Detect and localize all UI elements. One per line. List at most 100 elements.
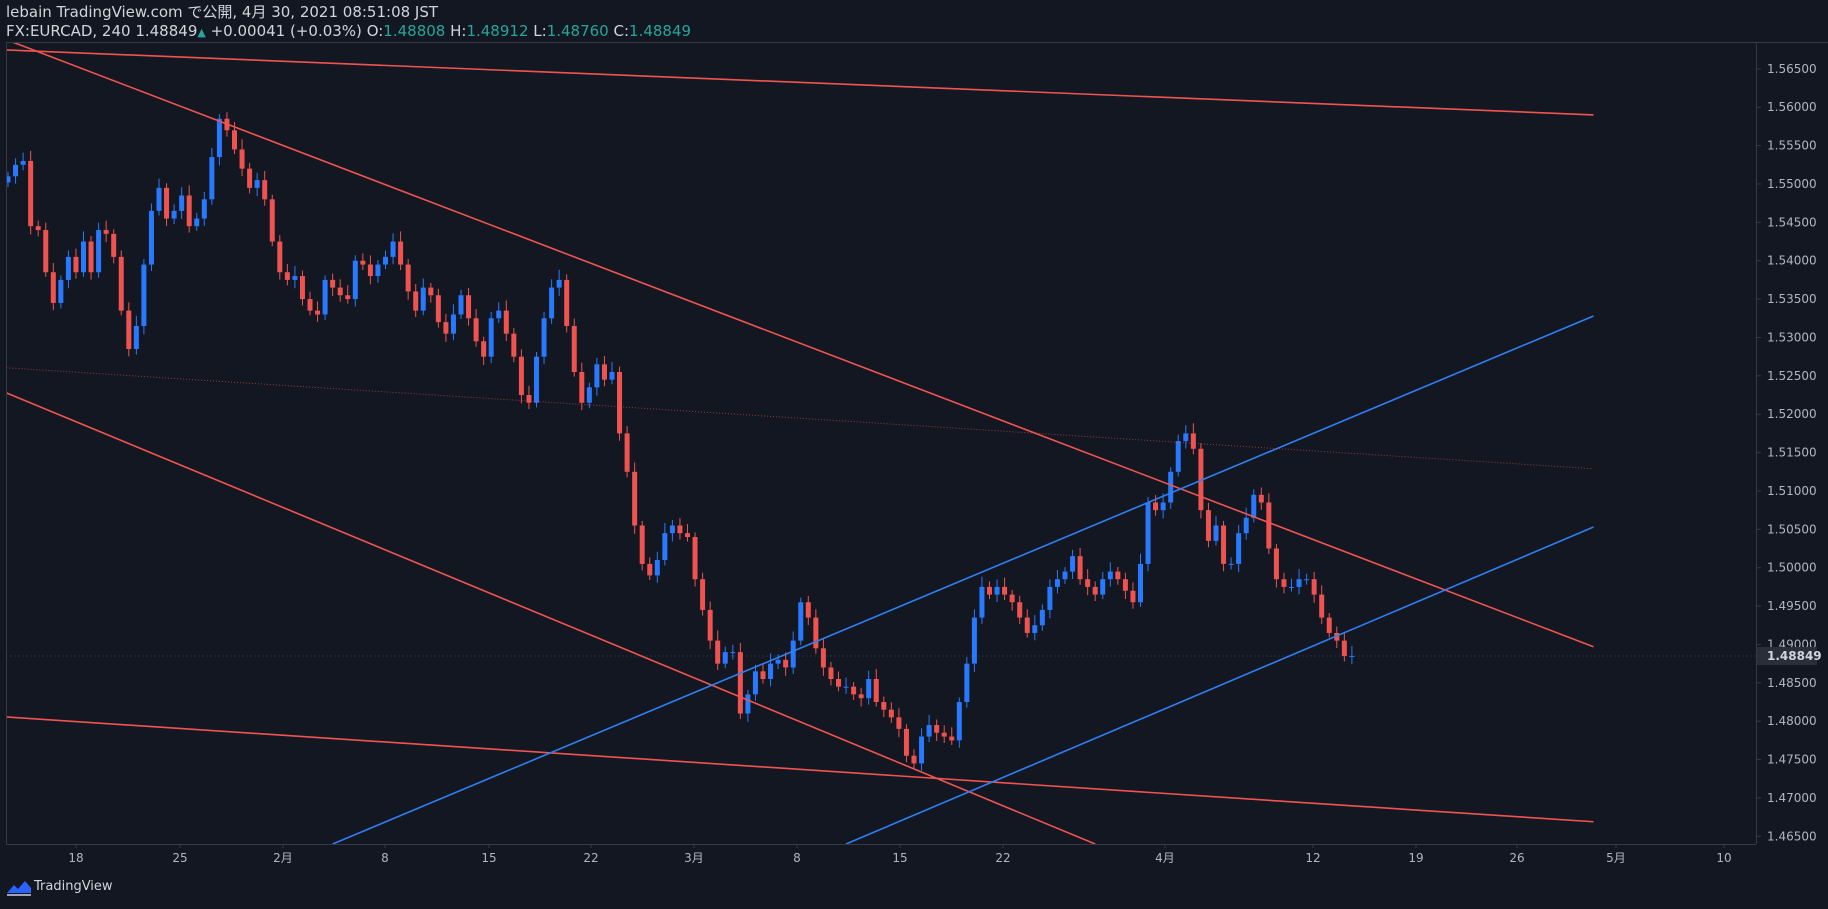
candle-body (164, 187, 170, 219)
candle-body (1107, 571, 1113, 580)
red-trendline (10, 42, 1594, 648)
candle (322, 275, 328, 320)
candle-body (639, 525, 645, 564)
candle-body (1024, 617, 1030, 633)
candle-body (284, 272, 290, 280)
candle-body (65, 256, 71, 280)
candle-body (352, 260, 358, 300)
candle-body (1062, 571, 1068, 580)
candle (1062, 566, 1068, 584)
candle-body (745, 694, 751, 714)
candle-body (813, 617, 819, 649)
candle-body (466, 295, 472, 319)
candle (1236, 524, 1242, 573)
candle-body (919, 736, 925, 764)
candle (1175, 434, 1181, 477)
candle-body (111, 233, 117, 257)
candle-body (1130, 590, 1136, 603)
candle-body (1115, 571, 1121, 580)
candle-body (1032, 625, 1038, 633)
symbol-label[interactable]: FX:EURCAD, 240 (6, 22, 131, 40)
candle (1281, 572, 1287, 594)
candle-body (1326, 617, 1332, 633)
candle (903, 724, 909, 763)
candle-body (473, 318, 479, 342)
candle-body (654, 560, 660, 576)
candle (148, 203, 154, 272)
candle (722, 646, 728, 669)
open-label: O: (366, 22, 384, 40)
candle-body (843, 686, 849, 688)
candle-body (1289, 586, 1294, 588)
candle (805, 595, 811, 625)
candle-body (383, 256, 388, 265)
candle-body (118, 256, 124, 311)
candle (911, 749, 917, 769)
candle-body (994, 586, 1000, 595)
candle-body (1228, 563, 1234, 565)
candle (579, 362, 585, 411)
last-price-label: 1.48849 (1767, 649, 1822, 663)
candle-body (322, 279, 328, 315)
candle (594, 357, 600, 396)
candle (1160, 493, 1166, 519)
candle-body (43, 230, 49, 273)
candle (209, 147, 215, 205)
candle (1296, 569, 1302, 595)
candle-body (1039, 609, 1045, 626)
price-tick-label: 1.56500 (1767, 62, 1817, 76)
candle (1024, 609, 1030, 638)
candle-body (866, 678, 872, 699)
price-tick-label: 1.48500 (1767, 676, 1817, 690)
candle-body (1190, 433, 1196, 449)
tradingview-brand[interactable]: TradingView (34, 879, 113, 894)
candle (1017, 595, 1023, 625)
candle-body (262, 180, 268, 200)
candle (586, 382, 592, 409)
candle-body (1258, 494, 1264, 503)
candle (247, 163, 253, 194)
candle-body (571, 325, 577, 373)
chart-header: lebain TradingView.com で公開, 4月 30, 2021 … (0, 0, 1828, 42)
candle-body (450, 314, 456, 334)
price-tick-label: 1.49500 (1767, 599, 1817, 613)
candle-body (941, 732, 947, 737)
candle (518, 349, 524, 404)
candle (1002, 577, 1008, 601)
candle-body (1236, 533, 1242, 564)
candle (20, 152, 26, 171)
candle (360, 253, 366, 271)
candle (307, 291, 313, 316)
candle-body (1243, 517, 1249, 534)
tradingview-logo-icon[interactable] (6, 878, 32, 898)
price-tick-label: 1.46500 (1767, 829, 1817, 843)
candle-body (1311, 579, 1317, 595)
candle (458, 289, 464, 320)
candle (692, 532, 698, 587)
candle-body (481, 341, 487, 357)
candle (1266, 493, 1272, 555)
price-tick-label: 1.47500 (1767, 753, 1817, 767)
time-tick-label: 2月 (273, 851, 293, 865)
candle-body (851, 686, 857, 695)
red-trendline (6, 49, 1594, 116)
candle (13, 158, 19, 184)
candle-body (1168, 471, 1174, 503)
candle-body (1002, 586, 1008, 595)
candle (58, 275, 64, 309)
candle-body (81, 241, 86, 273)
candle-body (964, 663, 970, 703)
time-tick-label: 22 (995, 851, 1010, 865)
candle-body (798, 602, 804, 641)
candle-body (1009, 594, 1015, 603)
candle-body (1349, 655, 1355, 657)
candle-body (330, 279, 336, 288)
candle (133, 315, 139, 355)
candle (934, 719, 940, 742)
candle (730, 644, 736, 660)
candle-body (1266, 502, 1272, 549)
candle-body (1175, 441, 1181, 472)
ohlc-legend: FX:EURCAD, 240 1.48849▲ +0.00041 (+0.03%… (6, 22, 691, 42)
time-tick-label: 15 (892, 851, 907, 865)
